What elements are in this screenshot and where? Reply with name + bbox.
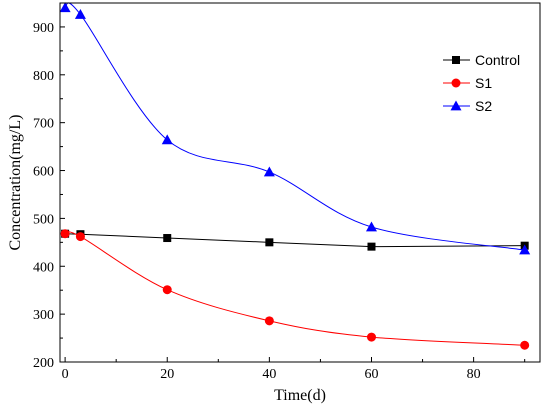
y-tick-label: 700 <box>33 117 54 132</box>
x-axis-title: Time(d) <box>274 387 326 404</box>
legend: Control S1 S2 <box>443 52 520 114</box>
data-point-s2 <box>74 8 86 19</box>
x-tick-label: 80 <box>467 367 481 382</box>
x-tick-label: 20 <box>160 367 174 382</box>
ticks-layer: 0 20 40 60 80 200 300 400 500 600 700 800 900 <box>33 21 526 382</box>
data-point-s1 <box>366 332 376 342</box>
y-tick-label: 500 <box>33 212 54 227</box>
data-point-control <box>265 238 274 247</box>
data-point-control <box>367 242 376 251</box>
data-point-s2 <box>365 221 377 232</box>
data-point-s2 <box>59 2 71 13</box>
plot-frame <box>59 2 541 363</box>
y-tick-label: 400 <box>33 260 54 275</box>
data-point-s1 <box>60 229 70 239</box>
y-tick-label: 200 <box>33 356 54 371</box>
data-point-s1 <box>520 340 530 350</box>
data-point-s2 <box>263 166 275 177</box>
legend-marker-control <box>452 56 460 64</box>
data-point-s1 <box>264 316 274 326</box>
x-tick-label: 0 <box>62 367 69 382</box>
legend-label-control: Control <box>475 52 520 68</box>
data-point-s1 <box>162 285 172 295</box>
data-point-control <box>163 234 172 243</box>
y-tick-label: 600 <box>33 165 54 180</box>
series-line-s1 <box>65 231 525 346</box>
x-tick-label: 60 <box>364 367 378 382</box>
data-point-s2 <box>519 244 531 255</box>
data-point-s1 <box>75 232 85 242</box>
data-point-s2 <box>161 134 173 145</box>
y-tick-label: 800 <box>33 69 54 84</box>
legend-marker-s2 <box>450 100 462 111</box>
legend-label-s2: S2 <box>475 98 492 114</box>
legend-label-s1: S1 <box>475 75 492 91</box>
series-layer <box>59 2 531 350</box>
y-axis-title: Concentration(mg/L) <box>7 115 24 251</box>
x-tick-label: 40 <box>262 367 276 382</box>
series-line-control <box>65 233 525 248</box>
y-tick-label: 300 <box>33 308 54 323</box>
legend-marker-s1 <box>451 78 461 88</box>
y-tick-label: 900 <box>33 21 54 36</box>
series-line-s2 <box>64 2 525 251</box>
